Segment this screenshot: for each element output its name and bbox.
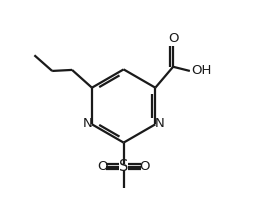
Text: N: N xyxy=(82,117,92,130)
Text: O: O xyxy=(139,160,150,173)
Text: O: O xyxy=(168,32,178,45)
Text: O: O xyxy=(97,160,108,173)
Text: N: N xyxy=(155,117,165,130)
Text: OH: OH xyxy=(191,64,211,77)
Text: S: S xyxy=(119,159,128,174)
